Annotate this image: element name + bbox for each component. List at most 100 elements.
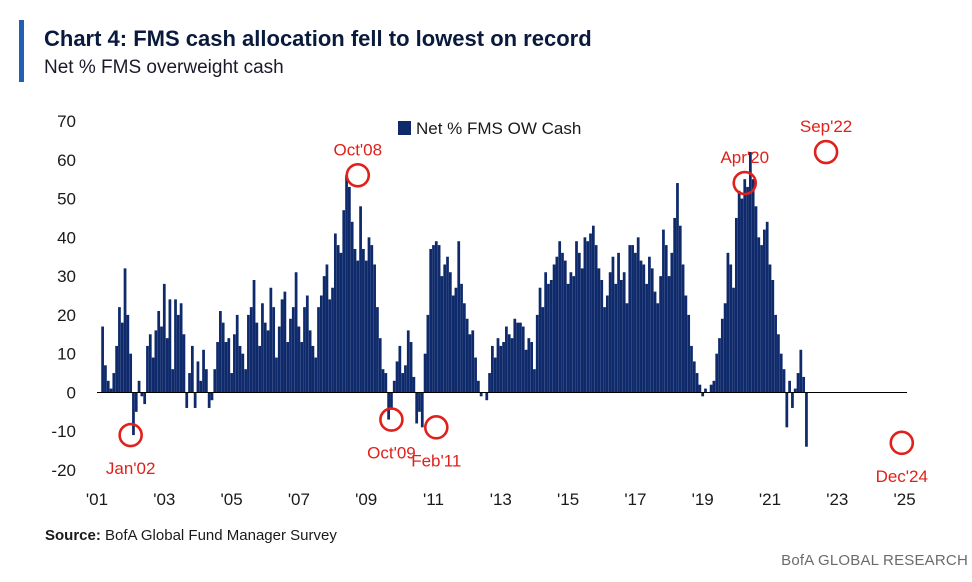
data-bar — [348, 186, 351, 393]
data-bar — [740, 198, 744, 393]
legend-label: Net % FMS OW Cash — [416, 119, 581, 138]
data-bar — [409, 342, 413, 393]
data-bar — [524, 349, 528, 393]
data-bar — [193, 392, 197, 408]
data-bar — [277, 326, 281, 393]
data-bar — [589, 233, 592, 393]
data-bar — [314, 357, 318, 393]
data-bar — [132, 392, 135, 436]
data-bar — [667, 276, 671, 393]
data-bar — [437, 245, 441, 393]
data-bar — [802, 376, 806, 393]
data-bar — [317, 307, 320, 393]
data-bar — [404, 365, 407, 393]
data-bar — [454, 287, 458, 393]
data-bar — [491, 345, 494, 393]
annotation-circle — [732, 170, 758, 196]
data-bar — [777, 334, 780, 393]
data-bar — [451, 295, 455, 393]
title-accent-bar — [19, 20, 24, 82]
data-bar — [552, 264, 556, 393]
x-tick-label: '05 — [221, 490, 243, 509]
data-bar — [387, 392, 390, 420]
data-bar — [104, 365, 107, 393]
data-bar — [662, 229, 665, 393]
data-bar — [106, 380, 110, 393]
data-bar — [757, 237, 761, 393]
data-bar — [695, 373, 699, 393]
data-bar — [474, 357, 477, 393]
data-bar — [151, 357, 155, 393]
data-bar — [443, 264, 447, 393]
data-bar — [670, 252, 674, 393]
data-bar — [796, 373, 800, 393]
data-bar — [238, 345, 242, 393]
annotation-circle — [345, 162, 371, 188]
x-tick-label: '07 — [288, 490, 310, 509]
data-bar — [718, 338, 721, 393]
data-bar — [390, 392, 393, 408]
data-bar — [401, 373, 405, 393]
data-bar — [673, 217, 677, 393]
data-bar — [291, 307, 295, 393]
data-bar — [692, 361, 696, 393]
x-tick-label: '21 — [759, 490, 781, 509]
data-bar — [174, 299, 177, 393]
data-bar — [297, 326, 301, 393]
data-bar — [429, 248, 433, 393]
data-bar — [171, 369, 175, 393]
cash-allocation-bar-chart: -20 -10 0 10 20 30 40 50 60 70 '01 '03 '05 '07 '09 '11 '… — [51, 112, 928, 509]
data-bar — [406, 330, 410, 393]
data-bar — [227, 338, 231, 393]
annotation-label: Feb'11 — [411, 451, 461, 470]
data-bar — [115, 345, 118, 393]
data-bar — [244, 369, 247, 393]
x-tick-label: '09 — [355, 490, 377, 509]
data-bar — [160, 326, 163, 393]
data-bar — [311, 345, 315, 393]
data-bar — [634, 252, 637, 393]
data-bar — [765, 221, 769, 393]
data-bar — [748, 152, 752, 393]
data-bar — [505, 326, 508, 393]
data-bar — [516, 322, 519, 393]
data-bar — [709, 384, 713, 393]
data-bar — [751, 179, 755, 393]
data-bar — [398, 345, 402, 393]
data-bar — [538, 287, 542, 393]
data-bar — [294, 272, 298, 393]
data-bar — [462, 303, 466, 393]
data-bar — [168, 299, 172, 393]
x-tick-label: '03 — [153, 490, 175, 509]
data-bar — [471, 330, 475, 393]
y-tick-label: 40 — [57, 228, 76, 247]
data-bar — [143, 392, 147, 405]
data-bar — [392, 380, 396, 393]
data-bar — [676, 183, 679, 393]
data-bar — [653, 291, 657, 393]
data-bar — [782, 369, 786, 393]
data-bar — [418, 392, 421, 412]
annotation-circle — [423, 415, 449, 440]
data-bar — [754, 206, 758, 393]
data-bar — [493, 357, 497, 393]
data-bar — [247, 314, 250, 393]
y-tick-label: -10 — [51, 422, 76, 441]
data-bar — [303, 307, 306, 393]
data-bar — [308, 330, 312, 393]
data-bar — [712, 380, 716, 393]
data-bar — [333, 233, 337, 393]
data-bar — [137, 380, 141, 393]
data-bar — [743, 179, 747, 393]
data-bar — [774, 314, 777, 393]
data-bar — [513, 318, 517, 393]
data-bar — [423, 353, 427, 393]
data-bar — [684, 295, 688, 393]
data-bar — [345, 175, 348, 393]
annotation-circle — [813, 139, 839, 165]
annotation-label: Sep'22 — [800, 117, 852, 136]
data-bar — [216, 342, 219, 393]
data-bar — [617, 252, 620, 393]
data-bar — [729, 264, 733, 393]
data-bar — [715, 353, 719, 393]
